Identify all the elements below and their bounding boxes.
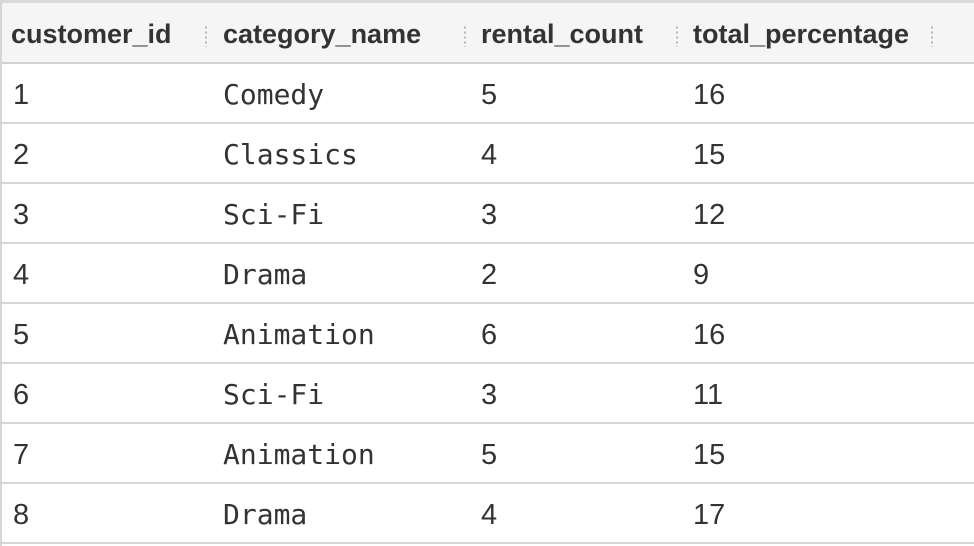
table-row[interactable]: 2 Classics 4 15 bbox=[2, 124, 974, 184]
column-header-customer-id[interactable]: customer_id bbox=[11, 19, 172, 49]
cell-customer-id: 4 bbox=[13, 259, 30, 291]
table-row[interactable]: 7 Animation 5 15 bbox=[2, 424, 974, 484]
table-row[interactable]: 3 Sci-Fi 3 12 bbox=[2, 184, 974, 244]
cell-total-percentage: 11 bbox=[693, 379, 724, 411]
cell-rental-count: 3 bbox=[481, 199, 498, 231]
cell-customer-id: 2 bbox=[13, 139, 30, 171]
cell-total-percentage: 17 bbox=[693, 499, 726, 531]
cell-customer-id: 7 bbox=[13, 439, 30, 471]
cell-customer-id: 3 bbox=[13, 199, 30, 231]
cell-total-percentage: 15 bbox=[693, 439, 726, 471]
cell-category-name: Animation bbox=[223, 438, 375, 471]
cell-customer-id: 5 bbox=[13, 319, 30, 351]
cell-category-name: Sci-Fi bbox=[223, 378, 325, 411]
cell-category-name: Animation bbox=[223, 318, 375, 351]
column-resize-handle[interactable] bbox=[204, 25, 208, 47]
cell-total-percentage: 16 bbox=[693, 319, 726, 351]
column-resize-handle[interactable] bbox=[930, 25, 934, 47]
cell-rental-count: 2 bbox=[481, 259, 498, 291]
table-row[interactable]: 8 Drama 4 17 bbox=[2, 484, 974, 544]
cell-customer-id: 1 bbox=[13, 79, 30, 111]
cell-category-name: Classics bbox=[223, 138, 358, 171]
cell-total-percentage: 15 bbox=[693, 139, 726, 171]
cell-category-name: Drama bbox=[223, 258, 308, 291]
table-row[interactable]: 6 Sci-Fi 3 11 bbox=[2, 364, 974, 424]
column-resize-handle[interactable] bbox=[463, 25, 467, 47]
cell-total-percentage: 16 bbox=[693, 79, 726, 111]
cell-customer-id: 8 bbox=[13, 499, 30, 531]
cell-total-percentage: 9 bbox=[693, 259, 710, 291]
cell-rental-count: 4 bbox=[481, 499, 498, 531]
table-row[interactable]: 4 Drama 2 9 bbox=[2, 244, 974, 304]
cell-category-name: Comedy bbox=[223, 78, 325, 111]
table-header: customer_id category_name rental_count t… bbox=[2, 0, 974, 64]
cell-rental-count: 4 bbox=[481, 139, 498, 171]
column-resize-handle[interactable] bbox=[675, 25, 679, 47]
column-header-category-name[interactable]: category_name bbox=[223, 19, 422, 49]
cell-rental-count: 5 bbox=[481, 439, 498, 471]
cell-total-percentage: 12 bbox=[693, 199, 726, 231]
cell-customer-id: 6 bbox=[13, 379, 30, 411]
cell-rental-count: 5 bbox=[481, 79, 498, 111]
cell-category-name: Sci-Fi bbox=[223, 198, 325, 231]
cell-rental-count: 3 bbox=[481, 379, 498, 411]
column-header-rental-count[interactable]: rental_count bbox=[481, 19, 644, 49]
cell-rental-count: 6 bbox=[481, 319, 498, 351]
table-row[interactable]: 5 Animation 6 16 bbox=[2, 304, 974, 364]
table-row[interactable]: 1 Comedy 5 16 bbox=[2, 64, 974, 124]
column-header-total-percentage[interactable]: total_percentage bbox=[693, 19, 910, 49]
cell-category-name: Drama bbox=[223, 498, 308, 531]
